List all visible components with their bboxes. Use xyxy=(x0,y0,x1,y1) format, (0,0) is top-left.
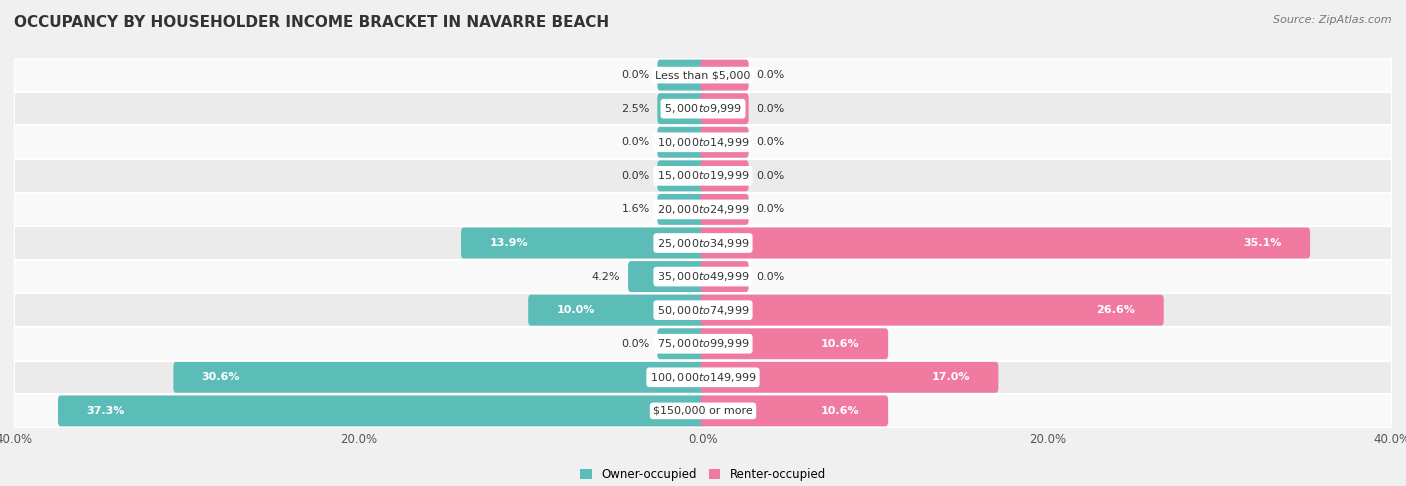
Text: 10.6%: 10.6% xyxy=(821,406,859,416)
Bar xyxy=(14,92,1392,125)
Text: 26.6%: 26.6% xyxy=(1097,305,1135,315)
Text: $20,000 to $24,999: $20,000 to $24,999 xyxy=(657,203,749,216)
Text: 1.6%: 1.6% xyxy=(621,205,650,214)
Text: 13.9%: 13.9% xyxy=(489,238,529,248)
Bar xyxy=(14,125,1392,159)
Text: 37.3%: 37.3% xyxy=(86,406,125,416)
Text: 0.0%: 0.0% xyxy=(756,137,785,147)
FancyBboxPatch shape xyxy=(700,396,889,426)
Text: $15,000 to $19,999: $15,000 to $19,999 xyxy=(657,169,749,182)
Bar xyxy=(14,294,1392,327)
Legend: Owner-occupied, Renter-occupied: Owner-occupied, Renter-occupied xyxy=(579,468,827,481)
FancyBboxPatch shape xyxy=(700,93,748,124)
Text: 0.0%: 0.0% xyxy=(756,104,785,114)
Text: $50,000 to $74,999: $50,000 to $74,999 xyxy=(657,304,749,317)
Bar xyxy=(14,260,1392,294)
Text: 0.0%: 0.0% xyxy=(756,205,785,214)
Bar xyxy=(14,226,1392,260)
Bar xyxy=(14,394,1392,428)
Text: 10.6%: 10.6% xyxy=(821,339,859,349)
Text: $150,000 or more: $150,000 or more xyxy=(654,406,752,416)
FancyBboxPatch shape xyxy=(658,127,706,158)
FancyBboxPatch shape xyxy=(628,261,706,292)
FancyBboxPatch shape xyxy=(700,362,998,393)
Text: $100,000 to $149,999: $100,000 to $149,999 xyxy=(650,371,756,384)
Text: 0.0%: 0.0% xyxy=(756,272,785,281)
Text: $35,000 to $49,999: $35,000 to $49,999 xyxy=(657,270,749,283)
Text: $5,000 to $9,999: $5,000 to $9,999 xyxy=(664,102,742,115)
FancyBboxPatch shape xyxy=(658,93,706,124)
FancyBboxPatch shape xyxy=(461,227,706,259)
Text: Source: ZipAtlas.com: Source: ZipAtlas.com xyxy=(1274,15,1392,25)
Text: 4.2%: 4.2% xyxy=(592,272,620,281)
Text: $25,000 to $34,999: $25,000 to $34,999 xyxy=(657,237,749,249)
Text: $75,000 to $99,999: $75,000 to $99,999 xyxy=(657,337,749,350)
Bar xyxy=(14,58,1392,92)
Text: OCCUPANCY BY HOUSEHOLDER INCOME BRACKET IN NAVARRE BEACH: OCCUPANCY BY HOUSEHOLDER INCOME BRACKET … xyxy=(14,15,609,30)
FancyBboxPatch shape xyxy=(700,160,748,191)
Text: 0.0%: 0.0% xyxy=(621,137,650,147)
Text: 0.0%: 0.0% xyxy=(621,171,650,181)
FancyBboxPatch shape xyxy=(658,60,706,90)
FancyBboxPatch shape xyxy=(529,295,706,326)
Text: $10,000 to $14,999: $10,000 to $14,999 xyxy=(657,136,749,149)
FancyBboxPatch shape xyxy=(658,328,706,359)
Bar xyxy=(14,159,1392,192)
FancyBboxPatch shape xyxy=(700,227,1310,259)
FancyBboxPatch shape xyxy=(173,362,706,393)
Text: 0.0%: 0.0% xyxy=(621,70,650,80)
Text: 10.0%: 10.0% xyxy=(557,305,595,315)
Text: 35.1%: 35.1% xyxy=(1243,238,1282,248)
FancyBboxPatch shape xyxy=(700,127,748,158)
Text: 30.6%: 30.6% xyxy=(202,372,240,382)
Text: Less than $5,000: Less than $5,000 xyxy=(655,70,751,80)
Bar xyxy=(14,327,1392,361)
FancyBboxPatch shape xyxy=(658,160,706,191)
FancyBboxPatch shape xyxy=(700,194,748,225)
FancyBboxPatch shape xyxy=(700,328,889,359)
FancyBboxPatch shape xyxy=(700,295,1164,326)
Text: 2.5%: 2.5% xyxy=(621,104,650,114)
Text: 17.0%: 17.0% xyxy=(931,372,970,382)
FancyBboxPatch shape xyxy=(658,194,706,225)
FancyBboxPatch shape xyxy=(700,261,748,292)
Text: 0.0%: 0.0% xyxy=(621,339,650,349)
Text: 0.0%: 0.0% xyxy=(756,70,785,80)
Bar xyxy=(14,361,1392,394)
Text: 0.0%: 0.0% xyxy=(756,171,785,181)
FancyBboxPatch shape xyxy=(700,60,748,90)
Bar xyxy=(14,192,1392,226)
FancyBboxPatch shape xyxy=(58,396,706,426)
